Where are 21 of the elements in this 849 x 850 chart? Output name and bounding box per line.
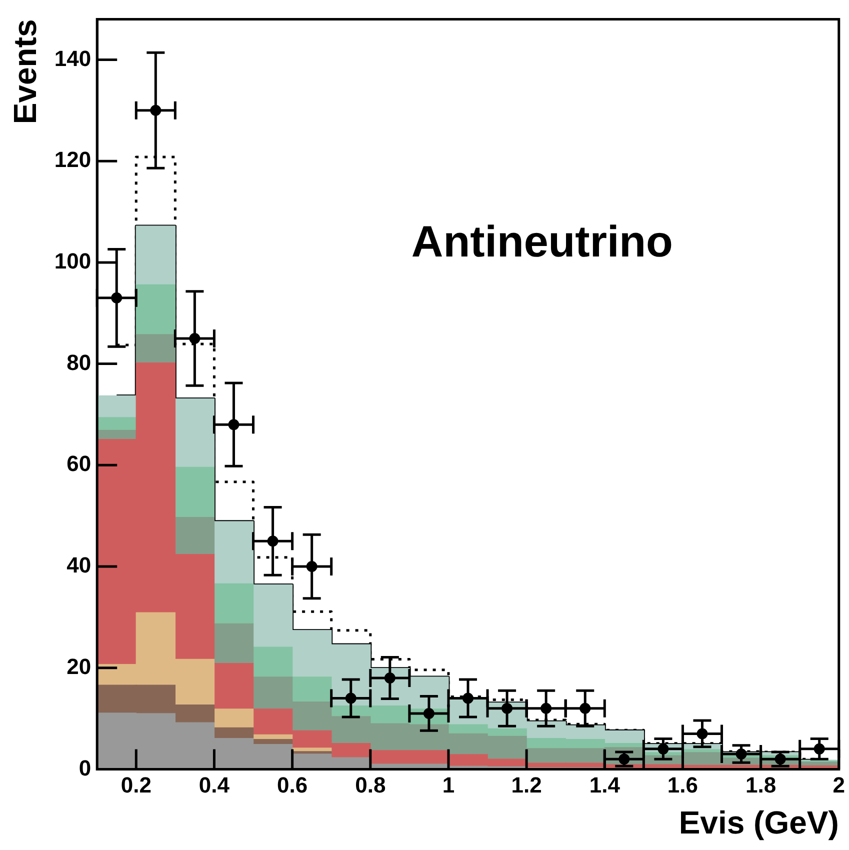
x-tick-label: 1.8 [746,772,776,798]
x-axis-title: Evis (GeV) [678,804,839,841]
x-tick-label: 0.2 [120,772,152,798]
y-tick-label: 60 [66,451,92,476]
annotation: Antineutrino [411,217,673,266]
y-axis-title: Events [7,19,44,124]
y-tick-label: 20 [66,654,92,679]
y-tick-label: 100 [54,248,92,274]
x-tick-label: 1 [442,772,455,798]
x-tick-label: 0.8 [355,772,386,798]
x-tick-label: 0.6 [277,772,308,798]
x-tick-label: 1.4 [589,772,621,798]
y-tick-label: 80 [66,350,92,375]
y-tick-label: 140 [54,46,92,71]
x-tick-label: 1.2 [511,772,542,798]
y-tick-label: 40 [66,552,92,578]
x-tick-label: 0.4 [198,772,230,798]
y-tick-label: 120 [54,147,92,172]
x-tick-label: 1.6 [667,772,698,798]
y-tick-label: 0 [78,755,92,780]
x-tick-label: 2 [832,772,846,798]
